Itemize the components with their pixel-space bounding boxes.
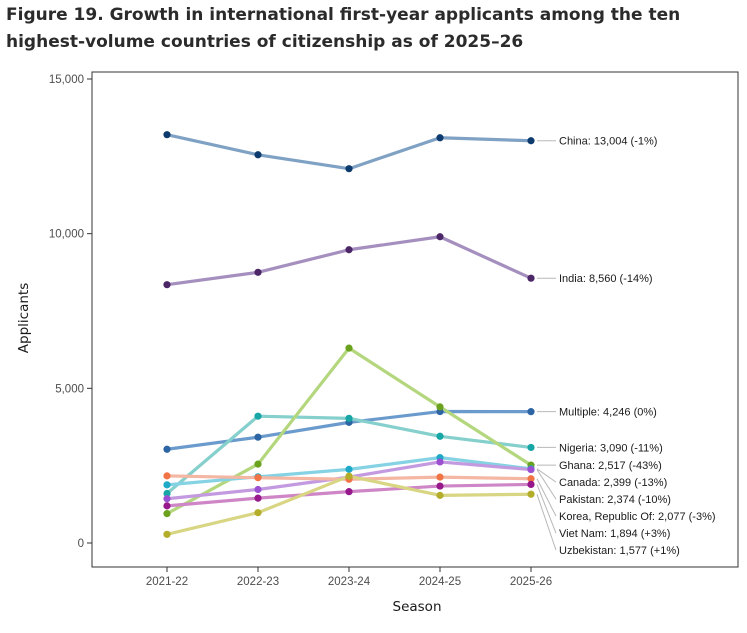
y-tick-label: 0	[78, 538, 84, 550]
x-tick-label: 2021-22	[146, 576, 188, 588]
data-point-china	[527, 137, 535, 145]
end-label-viet-nam: Viet Nam: 1,894 (+3%)	[559, 528, 670, 540]
data-point-korea-republic-of	[254, 474, 262, 482]
x-tick-label: 2024-25	[419, 576, 461, 588]
data-point-nigeria	[254, 412, 262, 420]
data-point-ghana	[163, 510, 171, 518]
data-point-uzbekistan	[436, 491, 444, 499]
data-point-multiple	[527, 408, 535, 416]
y-tick-label: 15,000	[49, 74, 84, 86]
end-label-nigeria: Nigeria: 3,090 (-11%)	[559, 442, 663, 454]
data-point-india	[345, 246, 353, 254]
plot-panel	[91, 71, 739, 568]
leader-line-canada	[536, 468, 557, 483]
end-label-ghana: Ghana: 2,517 (-43%)	[559, 460, 662, 472]
data-point-ghana	[254, 460, 262, 468]
data-point-china	[254, 151, 262, 159]
end-label-canada: Canada: 2,399 (-13%)	[559, 477, 667, 489]
data-point-viet-nam	[527, 480, 535, 489]
end-label-india: India: 8,560 (-14%)	[559, 273, 653, 285]
data-point-india	[436, 233, 444, 241]
data-point-ghana	[345, 344, 353, 352]
data-point-nigeria	[436, 432, 444, 440]
data-point-canada	[345, 465, 353, 473]
data-point-china	[345, 165, 353, 173]
data-point-multiple	[163, 445, 171, 453]
data-point-canada	[163, 481, 171, 489]
end-label-pakistan: Pakistan: 2,374 (-10%)	[559, 494, 671, 506]
leader-line-korea-republic-of	[536, 478, 557, 517]
end-labels: China: 13,004 (-1%) India: 8,560 (-14%) Mu…	[536, 136, 716, 557]
data-point-nigeria	[527, 443, 535, 452]
data-point-nigeria	[345, 414, 353, 422]
data-point-viet-nam	[254, 494, 262, 502]
y-tick-label: 5,000	[55, 383, 84, 395]
data-point-korea-republic-of	[527, 475, 535, 483]
data-point-pakistan	[527, 465, 535, 474]
data-point-china	[163, 131, 171, 139]
x-tick-label: 2022-23	[237, 576, 279, 588]
x-tick-label: 2023-24	[328, 576, 371, 588]
x-tick-label: 2025-26	[510, 576, 552, 588]
data-point-korea-republic-of	[436, 473, 444, 481]
data-point-nigeria	[163, 489, 171, 498]
data-point-uzbekistan	[163, 530, 171, 538]
leader-line-uzbekistan	[536, 494, 557, 551]
data-point-uzbekistan	[345, 472, 353, 480]
data-point-pakistan	[163, 495, 171, 503]
x-axis-title: Season	[393, 599, 442, 615]
end-label-korea-republic-of: Korea, Republic Of: 2,077 (-3%)	[559, 511, 716, 523]
series-layer	[163, 131, 535, 538]
end-label-china: China: 13,004 (-1%)	[559, 136, 657, 148]
end-label-uzbekistan: Uzbekistan: 1,577 (+1%)	[559, 545, 680, 557]
data-point-india	[163, 281, 171, 289]
data-point-viet-nam	[345, 488, 353, 496]
y-tick-label: 10,000	[49, 229, 84, 241]
data-point-multiple	[254, 433, 262, 441]
data-point-china	[436, 134, 444, 142]
data-point-korea-republic-of	[163, 472, 171, 480]
data-point-viet-nam	[163, 502, 171, 510]
data-point-uzbekistan	[527, 490, 535, 498]
end-label-multiple: Multiple: 4,246 (0%)	[559, 407, 657, 419]
data-point-uzbekistan	[254, 509, 262, 517]
data-point-pakistan	[254, 485, 262, 494]
data-point-pakistan	[436, 458, 444, 466]
data-point-india	[254, 268, 262, 276]
data-point-viet-nam	[436, 482, 444, 490]
figure-title: Figure 19. Growth in international first…	[6, 5, 681, 52]
leader-line-pakistan	[536, 469, 557, 500]
data-point-ghana	[436, 403, 444, 411]
x-axis: 2021-22 2022-23 2023-24 2024-25 2025-26	[146, 567, 552, 588]
leader-line-viet-nam	[536, 484, 557, 534]
data-point-india	[527, 274, 535, 282]
y-axis: 0 5,000 10,000 15,000	[49, 74, 92, 550]
y-axis-title: Applicants	[16, 283, 32, 353]
